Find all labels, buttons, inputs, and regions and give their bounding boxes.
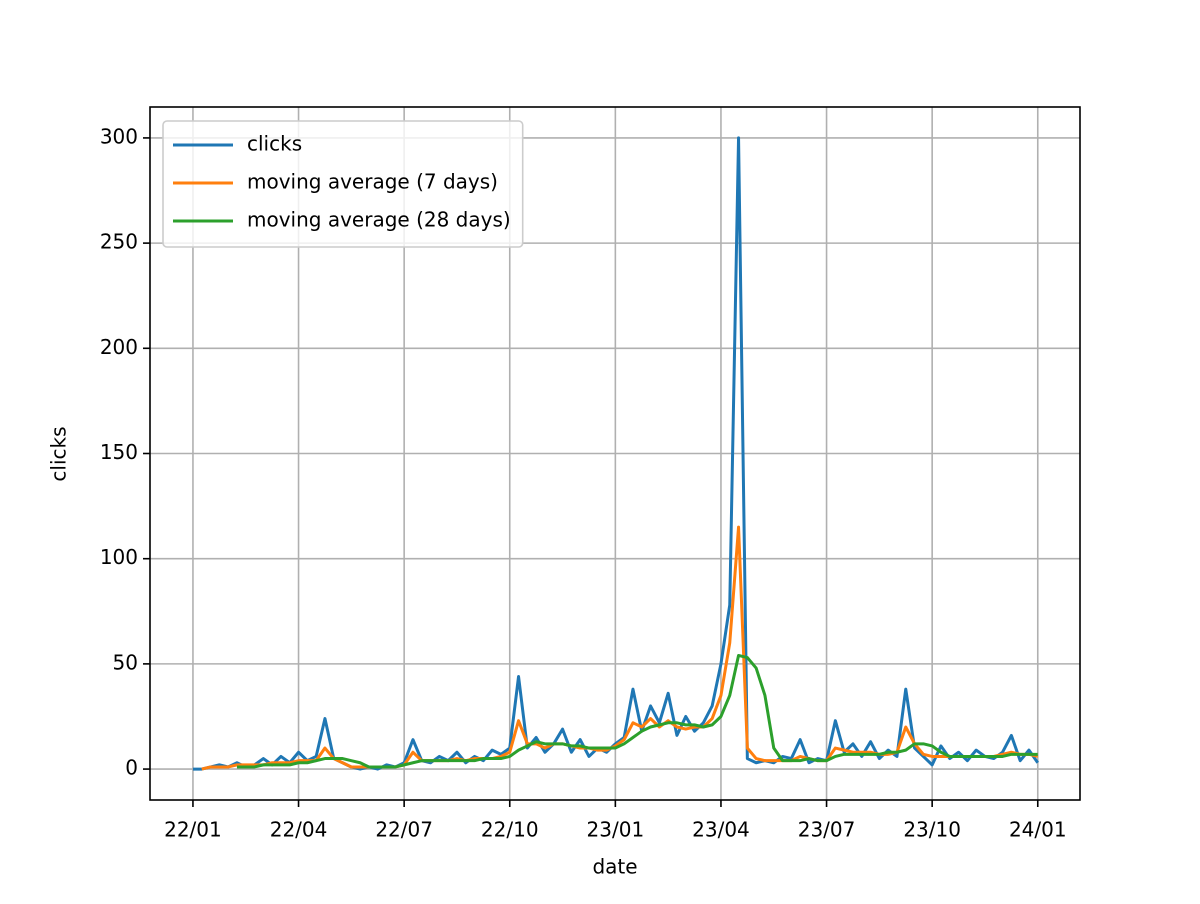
x-tick-label: 22/01 [164, 818, 222, 842]
y-tick-label: 200 [100, 335, 138, 359]
x-tick-label: 22/04 [270, 818, 328, 842]
plot-frame [149, 106, 1081, 801]
legend-label: moving average (7 days) [247, 170, 498, 194]
legend: clicks moving average (7 days) moving aver… [162, 120, 524, 248]
y-tick-label: 150 [100, 440, 138, 464]
y-tick-label: 100 [100, 545, 138, 569]
x-tick-label: 24/01 [1009, 818, 1067, 842]
x-tick-label: 22/10 [481, 818, 539, 842]
x-tick-label: 23/07 [798, 818, 856, 842]
data-line [236, 653, 1038, 769]
x-tick-label: 23/10 [903, 818, 961, 842]
y-tick-label: 300 [100, 124, 138, 148]
legend-label: moving average (28 days) [247, 208, 511, 232]
y-tick-label: 0 [125, 756, 138, 780]
legend-label: clicks [247, 132, 302, 156]
x-axis-label: date [592, 855, 637, 879]
legend-box [162, 120, 524, 248]
x-tick-label: 22/07 [375, 818, 433, 842]
y-tick-label: 250 [100, 230, 138, 254]
y-tick-label: 50 [113, 650, 138, 674]
y-axis-label: clicks [47, 426, 71, 481]
data-line [201, 525, 1039, 771]
x-tick-label: 23/01 [587, 818, 645, 842]
x-tick-label: 23/04 [692, 818, 750, 842]
